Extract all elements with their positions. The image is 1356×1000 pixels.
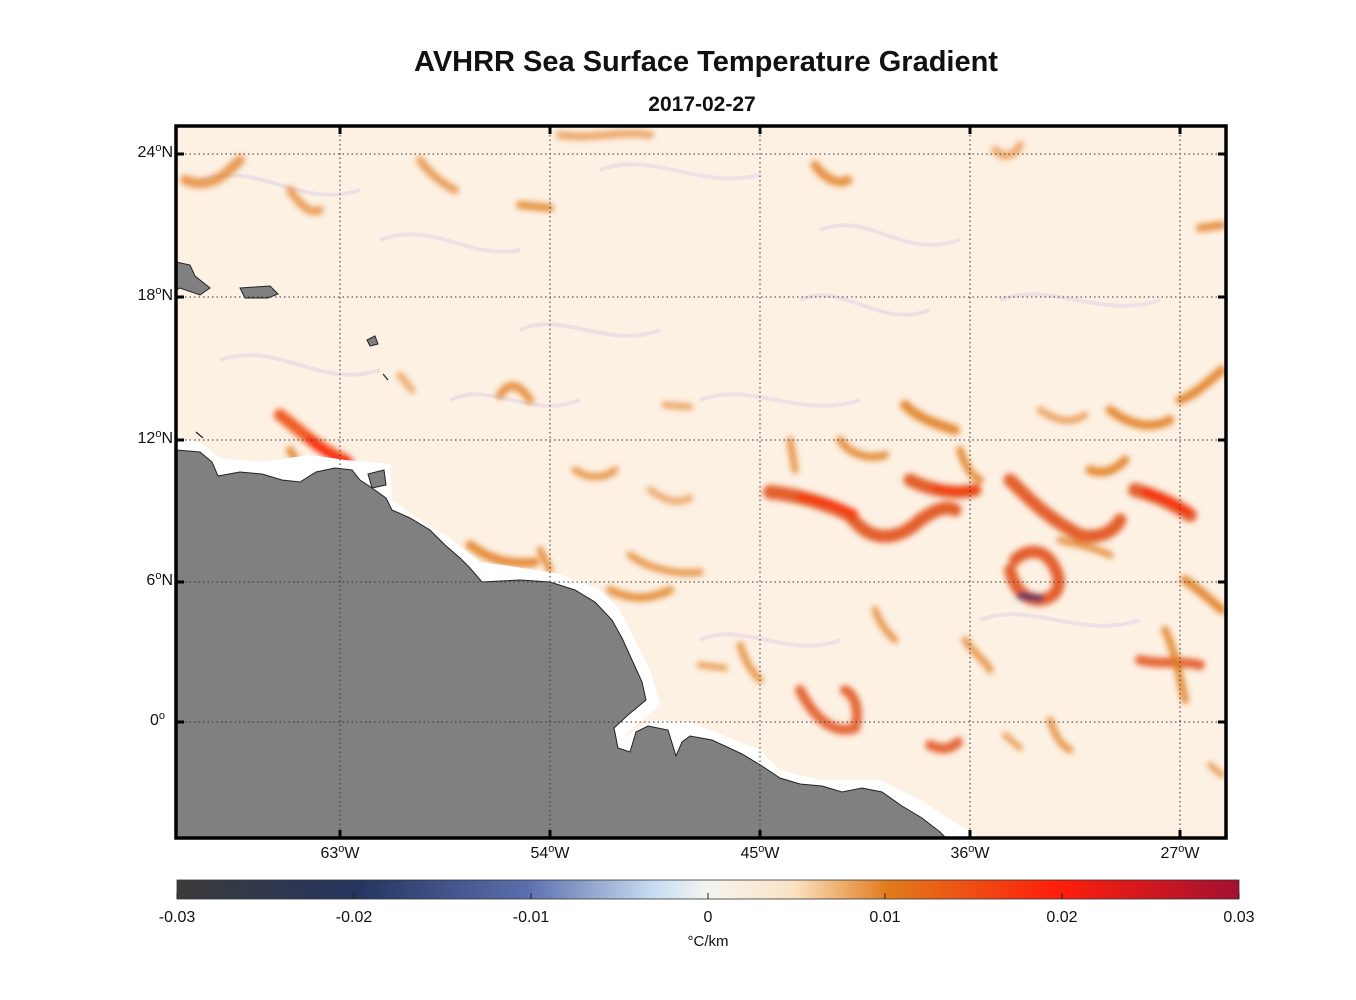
colorbar-tick-label: -0.02 — [335, 909, 373, 926]
island-small-2 — [382, 373, 389, 381]
lon-label-54w: 54oW — [530, 843, 570, 863]
lat-label-6n: 6oN — [146, 570, 173, 590]
lat-label-12n: 12oN — [137, 428, 173, 448]
lon-label-45w: 45oW — [740, 843, 780, 863]
island-trinidad — [367, 469, 387, 489]
gradient-fronts — [180, 129, 1226, 778]
lat-label-18n: 18oN — [137, 285, 173, 305]
gradient-texture — [199, 162, 1161, 648]
island-puerto-rico — [239, 285, 279, 299]
colorbar-tick-label: 0 — [703, 909, 713, 926]
map-frame — [174, 124, 1228, 840]
lon-label-36w: 36oW — [950, 843, 990, 863]
graticule — [176, 126, 1226, 838]
island-small-3 — [195, 431, 204, 439]
colorbar-ticks — [176, 893, 1240, 899]
colorbar-tick-label: 0.03 — [1223, 909, 1255, 926]
chart-title: AVHRR Sea Surface Temperature Gradient — [414, 46, 998, 78]
colorbar-tick-label: 0.02 — [1046, 909, 1078, 926]
colorbar-tick-label: 0.01 — [869, 909, 901, 926]
lon-label-63w: 63oW — [320, 843, 360, 863]
colorbar-tick-label: -0.03 — [158, 909, 196, 926]
lat-label-24n: 24oN — [137, 142, 173, 162]
island-small-1 — [366, 335, 379, 347]
lon-label-27w: 27oW — [1160, 843, 1200, 863]
colorbar-units: °C/km — [687, 933, 729, 950]
lat-label-0: 0o — [149, 710, 165, 730]
date-subtitle: 2017-02-27 — [648, 93, 756, 116]
south-america-land — [176, 449, 947, 838]
colorbar-tick-label: -0.01 — [512, 909, 550, 926]
